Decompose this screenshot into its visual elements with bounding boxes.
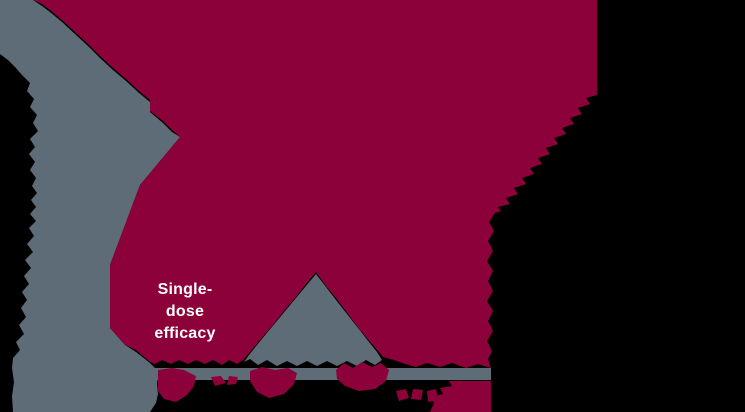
maroon-main-area — [33, 0, 597, 368]
maroon-fragment-2 — [411, 389, 423, 400]
gray-axis-band — [150, 368, 491, 380]
label-line-1: Single- — [157, 281, 213, 298]
maroon-blob-2 — [250, 367, 297, 398]
label-line-2: dose — [165, 303, 205, 320]
gray-left-band — [0, 0, 180, 412]
gray-mountain — [244, 274, 382, 366]
maroon-blob-3 — [336, 362, 389, 391]
maroon-bottom-right-block — [430, 381, 491, 412]
maroon-blob-small-1 — [211, 376, 226, 386]
single-dose-efficacy-label: Single- dose efficacy — [125, 279, 245, 345]
maroon-blob-1 — [158, 368, 196, 402]
label-line-3: efficacy — [154, 325, 216, 342]
maroon-blob-small-2 — [227, 376, 238, 385]
maroon-fragment-1 — [396, 389, 409, 401]
